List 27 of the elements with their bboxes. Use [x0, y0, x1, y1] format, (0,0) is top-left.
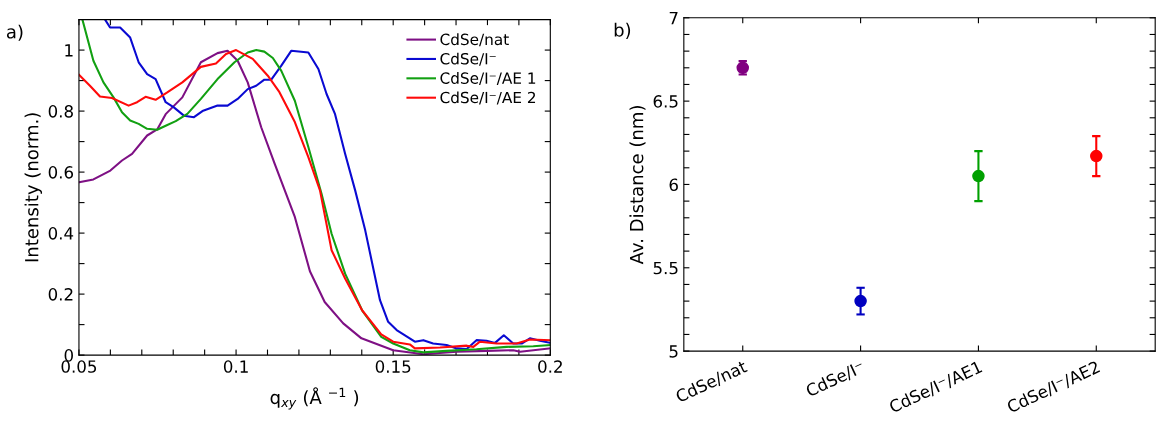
y-tick-label: 0.2	[48, 288, 73, 301]
x-axis-title: q$_{xy}$ (Å $^{−1}$ )	[270, 387, 359, 410]
x-tick-label: 0.1	[223, 360, 248, 373]
y-tick-label: 0	[64, 349, 73, 362]
legend-label: CdSe/I⁻/AE 2	[440, 91, 536, 105]
x-tick-label: 0.15	[375, 360, 411, 373]
y-tick-label: 5.5	[653, 261, 678, 275]
y-axis-title: Intensity (norm.)	[24, 113, 43, 262]
text: a)	[6, 24, 23, 41]
y-tick-label: 0.6	[48, 166, 74, 179]
legend-label: CdSe/I⁻/AE 1	[440, 72, 536, 86]
point	[972, 169, 985, 183]
point	[854, 294, 867, 308]
y-tick-label: 5	[669, 345, 678, 358]
y-tick-label: 6	[669, 178, 678, 192]
legend-label: CdSe/nat	[440, 33, 509, 47]
y-tick-label: 0.8	[48, 105, 73, 118]
x-tick-label: 0.2	[538, 360, 562, 373]
point	[1090, 149, 1103, 163]
y-tick-label: 0.4	[48, 227, 74, 240]
text: b)	[614, 22, 631, 39]
y-tick-label: 1	[65, 44, 73, 57]
y-axis-title: Av. Distance (nm)	[629, 106, 646, 265]
y-tick-label: 7	[669, 11, 678, 25]
legend-label: CdSe/I⁻	[440, 52, 496, 66]
x-tick-label: 0.05	[61, 360, 97, 373]
y-tick-label: 6.5	[653, 95, 678, 108]
